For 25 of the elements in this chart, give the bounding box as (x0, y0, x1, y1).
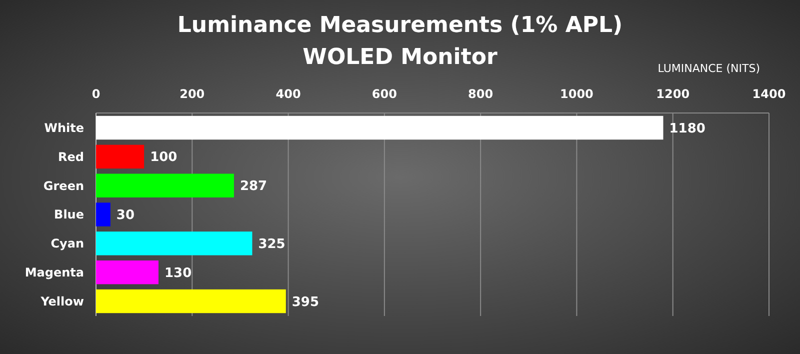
chart-title: Luminance Measurements (1% APL) (177, 13, 623, 38)
y-tick-label: Magenta (24, 266, 84, 280)
data-label: 1180 (669, 121, 706, 136)
x-tick-label: 200 (180, 87, 205, 101)
chart-subtitle: WOLED Monitor (302, 45, 498, 70)
x-tick-label: 600 (372, 87, 397, 101)
data-label: 395 (292, 294, 320, 310)
x-tick-label: 0 (92, 87, 100, 101)
x-tick-label: 1200 (656, 87, 690, 101)
data-label: 130 (164, 266, 192, 281)
data-label: 30 (116, 208, 135, 224)
y-tick-label: Green (43, 178, 84, 193)
y-tick-label: Red (58, 150, 84, 164)
y-tick-label: White (44, 120, 84, 135)
x-tick-label: 800 (468, 87, 494, 101)
x-tick-label: 400 (276, 87, 301, 101)
x-axis-title: LUMINANCE (NITS) (658, 62, 760, 75)
y-tick-label: Blue (54, 208, 84, 222)
x-tick-label: 1400 (752, 87, 786, 101)
x-tick-label: 1000 (560, 87, 594, 101)
data-label: 100 (150, 150, 178, 166)
data-label: 325 (258, 236, 286, 252)
data-label: 287 (240, 179, 268, 194)
y-tick-label: Cyan (50, 236, 84, 251)
y-tick-label: Yellow (40, 294, 84, 308)
